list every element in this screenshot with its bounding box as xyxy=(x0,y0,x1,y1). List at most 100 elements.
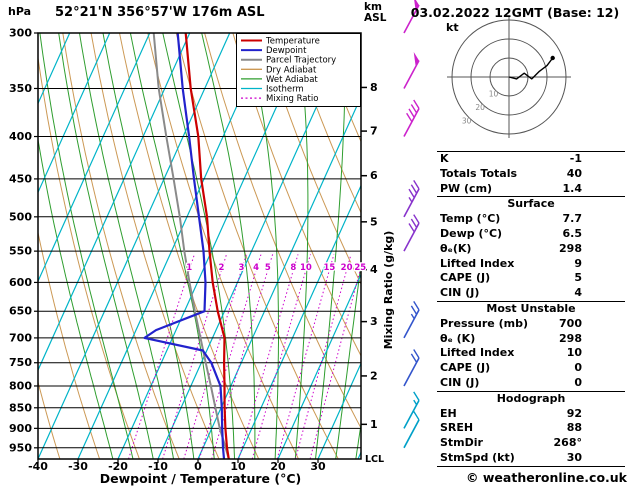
temp-tick-label: 10 xyxy=(230,460,246,473)
index-value: 5 xyxy=(574,271,582,285)
hodograph-trace-end-dot xyxy=(550,55,555,61)
index-value: 30 xyxy=(566,450,582,464)
mixing-ratio-line xyxy=(128,254,195,459)
wind-barb-staff xyxy=(403,357,420,387)
km-tick-label: 3 xyxy=(370,315,378,328)
index-label: EH xyxy=(440,406,457,420)
km-label-line2: ASL xyxy=(364,12,387,24)
wind-barb-full xyxy=(410,305,418,315)
index-value: 0 xyxy=(574,361,582,375)
dry-adiabat-line xyxy=(38,230,101,459)
legend-label-6: Mixing Ratio xyxy=(266,94,318,104)
wind-barb-full xyxy=(413,99,420,109)
x-axis-label: Dewpoint / Temperature (°C) xyxy=(99,471,302,486)
index-value: 298 xyxy=(559,241,582,255)
dry-adiabat-line xyxy=(119,33,260,459)
index-value: -1 xyxy=(569,152,582,165)
isotherm-line xyxy=(317,361,361,459)
index-row: StmDir 268° xyxy=(440,436,622,451)
wind-barb-full xyxy=(408,188,415,199)
wind-barb-half xyxy=(408,197,413,203)
wind-barb xyxy=(403,301,420,339)
wind-barb-full xyxy=(408,223,415,233)
pressure-tick-label: 650 xyxy=(9,305,32,318)
index-row: Dewp (°C) 6.5 xyxy=(440,227,622,242)
hodograph-ring xyxy=(489,57,529,97)
pressure-tick-label: 750 xyxy=(9,356,32,369)
hodograph-ring xyxy=(451,19,567,135)
index-value: 4 xyxy=(574,286,582,300)
temp-tick-label: -20 xyxy=(108,460,128,473)
wind-barb-staff xyxy=(403,399,420,429)
indices-panel: K -1 Totals Totals 40 PW (cm) 1.4 Surface Temp … xyxy=(437,151,625,467)
wind-barb-full xyxy=(406,112,413,123)
isotherm-line xyxy=(38,33,191,372)
mixing-ratio-line xyxy=(211,254,274,459)
index-row: K -1 xyxy=(440,152,622,167)
km-tick-label: 4 xyxy=(370,263,378,276)
km-tick-label: 1 xyxy=(370,418,378,431)
index-label: StmSpd (kt) xyxy=(440,450,515,464)
index-label: CIN (J) xyxy=(440,286,480,300)
temperature-line xyxy=(184,33,230,459)
index-row: CAPE (J) 0 xyxy=(440,361,622,376)
wind-barb-staff xyxy=(403,108,420,137)
index-row: θₑ (K) 298 xyxy=(440,332,622,347)
index-label: CAPE (J) xyxy=(440,361,491,375)
index-label: Lifted Index xyxy=(440,346,515,360)
legend-label-2: Parcel Trajectory xyxy=(266,56,336,66)
wind-barb-full xyxy=(413,391,420,401)
wet-adiabat-line xyxy=(102,33,195,459)
index-value: 92 xyxy=(566,406,582,420)
wind-barb xyxy=(403,349,420,387)
legend-label-1: Dewpoint xyxy=(266,46,307,56)
index-label: Lifted Index xyxy=(440,256,515,270)
index-label: StmDir xyxy=(440,436,483,450)
wind-barb-full xyxy=(410,104,418,114)
pressure-tick-label: 700 xyxy=(9,331,32,344)
dewpoint-line xyxy=(143,33,226,459)
index-row: CAPE (J) 5 xyxy=(440,271,622,286)
mixing-ratio-value-label: 15 xyxy=(323,263,335,273)
km-tick-label: 2 xyxy=(370,369,378,382)
wind-barb-pennant xyxy=(413,51,419,67)
index-row: StmSpd (kt) 30 xyxy=(440,451,622,466)
parcel-trajectory-line xyxy=(152,33,230,459)
wind-barb-full xyxy=(410,353,418,363)
pressure-tick-label: 500 xyxy=(9,210,32,223)
temp-tick-label: 20 xyxy=(270,460,286,473)
dry-adiabat-line xyxy=(62,33,180,459)
index-value: 700 xyxy=(559,316,582,330)
lcl-label: LCL xyxy=(365,454,384,465)
legend-label-4: Wet Adiabat xyxy=(266,75,318,85)
index-label: θₑ (K) xyxy=(440,331,476,345)
mixing-ratio-line xyxy=(238,254,299,459)
temp-tick-label: -40 xyxy=(28,460,48,473)
pressure-tick-label: 800 xyxy=(9,379,32,392)
index-label: Totals Totals xyxy=(440,166,518,180)
plot-frame xyxy=(37,32,362,460)
panel-separator xyxy=(437,196,625,198)
wet-adiabat-line xyxy=(129,33,215,459)
index-label: PW (cm) xyxy=(440,181,493,195)
legend-box xyxy=(236,33,361,107)
mixing-ratio-value-label: 8 xyxy=(290,263,296,273)
wet-adiabat-line xyxy=(201,33,256,459)
index-row: Totals Totals 40 xyxy=(440,167,622,182)
wet-adiabat-line xyxy=(58,33,154,459)
hodograph-ring xyxy=(470,38,548,116)
index-value: 88 xyxy=(566,421,582,435)
section-header: Most Unstable xyxy=(486,301,576,315)
hodograph-ring-label: 30 xyxy=(462,116,472,125)
panel-separator xyxy=(437,300,625,302)
mixing-ratio-axis-label: Mixing Ratio (g/kg) xyxy=(382,231,395,350)
mixing-ratio-value-label: 5 xyxy=(265,263,271,273)
dry-adiabat-line xyxy=(175,33,339,459)
mixing-ratio-line xyxy=(198,254,262,459)
wind-barb-staff xyxy=(403,188,420,218)
wind-barb-full xyxy=(408,108,415,118)
